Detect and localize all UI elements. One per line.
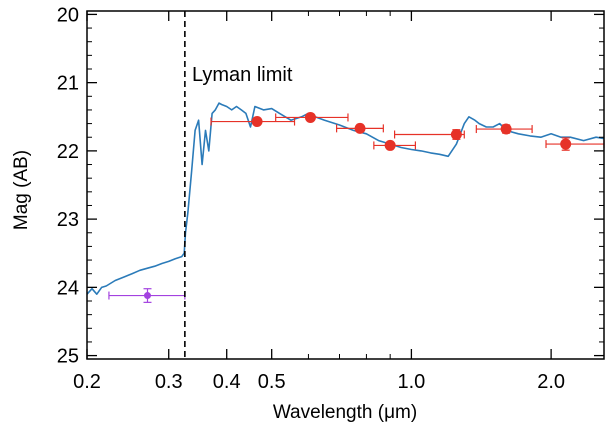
photometry-point-4 bbox=[373, 139, 416, 151]
plot-frame bbox=[86, 10, 605, 360]
photometry-layer bbox=[108, 111, 605, 303]
photometry-point-1-marker bbox=[251, 116, 263, 128]
y-tick-label: 20 bbox=[57, 4, 79, 26]
uv-point-1 bbox=[108, 288, 186, 303]
photometry-point-3 bbox=[336, 122, 384, 134]
photometry-point-2 bbox=[275, 111, 349, 123]
lyman-limit-label: Lyman limit bbox=[192, 64, 293, 86]
spectrum-layer bbox=[87, 102, 604, 296]
x-tick-label: 0.5 bbox=[258, 371, 286, 393]
x-tick-label: 0.4 bbox=[213, 371, 241, 393]
spectrum-line bbox=[87, 102, 604, 296]
y-tick-label: 24 bbox=[57, 277, 79, 299]
photometry-point-1 bbox=[210, 116, 296, 128]
uv-point-1-marker bbox=[143, 292, 151, 300]
y-tick-label: 25 bbox=[57, 346, 79, 368]
y-tick-label: 23 bbox=[57, 209, 79, 231]
y-tick-label: 22 bbox=[57, 141, 79, 163]
x-tick-label: 0.3 bbox=[155, 371, 183, 393]
photometry-point-7 bbox=[545, 137, 605, 151]
photometry-point-7-marker bbox=[560, 138, 572, 150]
x-tick-label: 1.0 bbox=[397, 371, 425, 393]
axes: 0.2 0.3 0.4 0.5 1.0 2.0 20 21 22 23 24 25 bbox=[57, 4, 605, 393]
x-axis-label: Wavelength (μm) bbox=[273, 402, 417, 423]
x-tick-label: 2.0 bbox=[537, 371, 565, 393]
y-axis-label: Mag (AB) bbox=[11, 150, 32, 230]
photometry-point-6-marker bbox=[500, 123, 512, 135]
photometry-point-2-marker bbox=[304, 111, 316, 123]
x-tick-label: 0.2 bbox=[73, 371, 101, 393]
photometry-point-6 bbox=[475, 123, 533, 135]
photometry-point-5-marker bbox=[450, 129, 462, 141]
photometry-point-5 bbox=[393, 129, 465, 141]
y-tick-label: 21 bbox=[57, 73, 79, 95]
photometry-point-3-marker bbox=[354, 122, 366, 134]
photometry-point-4-marker bbox=[384, 139, 396, 151]
